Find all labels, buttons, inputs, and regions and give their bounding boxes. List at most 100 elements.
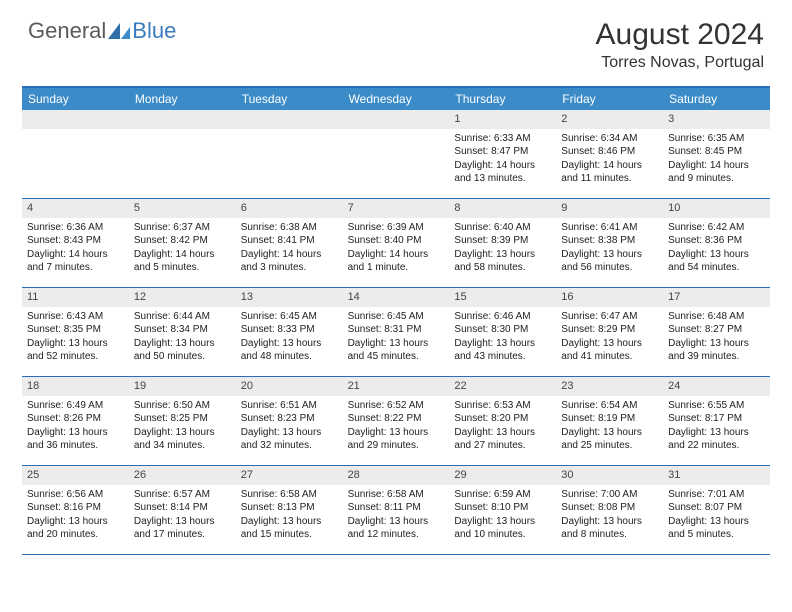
day-cell <box>129 110 236 198</box>
sunrise-text: Sunrise: 6:42 AM <box>668 221 765 235</box>
day-number: 26 <box>129 466 236 485</box>
sunset-text: Sunset: 8:40 PM <box>348 234 445 248</box>
daylight-line2: and 12 minutes. <box>348 528 445 542</box>
day-body: Sunrise: 6:56 AMSunset: 8:16 PMDaylight:… <box>22 485 129 547</box>
sunset-text: Sunset: 8:45 PM <box>668 145 765 159</box>
day-cell: 14Sunrise: 6:45 AMSunset: 8:31 PMDayligh… <box>343 288 450 376</box>
weekday-header: Saturday <box>663 88 770 110</box>
sunset-text: Sunset: 8:38 PM <box>561 234 658 248</box>
day-body: Sunrise: 6:38 AMSunset: 8:41 PMDaylight:… <box>236 218 343 280</box>
daylight-line2: and 32 minutes. <box>241 439 338 453</box>
logo-text-blue: Blue <box>132 18 176 44</box>
day-cell: 9Sunrise: 6:41 AMSunset: 8:38 PMDaylight… <box>556 199 663 287</box>
daylight-line2: and 1 minute. <box>348 261 445 275</box>
daylight-line1: Daylight: 13 hours <box>27 426 124 440</box>
daylight-line2: and 17 minutes. <box>134 528 231 542</box>
daylight-line2: and 11 minutes. <box>561 172 658 186</box>
day-number: 17 <box>663 288 770 307</box>
sunset-text: Sunset: 8:33 PM <box>241 323 338 337</box>
day-body: Sunrise: 6:53 AMSunset: 8:20 PMDaylight:… <box>449 396 556 458</box>
week-row: 4Sunrise: 6:36 AMSunset: 8:43 PMDaylight… <box>22 199 770 288</box>
day-body: Sunrise: 6:43 AMSunset: 8:35 PMDaylight:… <box>22 307 129 369</box>
sunrise-text: Sunrise: 6:45 AM <box>241 310 338 324</box>
sunrise-text: Sunrise: 6:44 AM <box>134 310 231 324</box>
sunset-text: Sunset: 8:16 PM <box>27 501 124 515</box>
sunset-text: Sunset: 8:25 PM <box>134 412 231 426</box>
day-cell: 26Sunrise: 6:57 AMSunset: 8:14 PMDayligh… <box>129 466 236 554</box>
day-number: 5 <box>129 199 236 218</box>
day-cell: 1Sunrise: 6:33 AMSunset: 8:47 PMDaylight… <box>449 110 556 198</box>
daylight-line1: Daylight: 13 hours <box>454 337 551 351</box>
day-cell <box>236 110 343 198</box>
day-number <box>22 110 129 129</box>
day-cell <box>22 110 129 198</box>
daylight-line1: Daylight: 13 hours <box>241 515 338 529</box>
day-cell: 20Sunrise: 6:51 AMSunset: 8:23 PMDayligh… <box>236 377 343 465</box>
day-body: Sunrise: 6:55 AMSunset: 8:17 PMDaylight:… <box>663 396 770 458</box>
sunset-text: Sunset: 8:29 PM <box>561 323 658 337</box>
sunrise-text: Sunrise: 6:35 AM <box>668 132 765 146</box>
sunset-text: Sunset: 8:19 PM <box>561 412 658 426</box>
sunrise-text: Sunrise: 6:55 AM <box>668 399 765 413</box>
sunset-text: Sunset: 8:07 PM <box>668 501 765 515</box>
day-cell: 27Sunrise: 6:58 AMSunset: 8:13 PMDayligh… <box>236 466 343 554</box>
day-number <box>236 110 343 129</box>
daylight-line1: Daylight: 13 hours <box>454 426 551 440</box>
weekday-header: Thursday <box>449 88 556 110</box>
sunrise-text: Sunrise: 6:50 AM <box>134 399 231 413</box>
sunrise-text: Sunrise: 6:58 AM <box>241 488 338 502</box>
daylight-line1: Daylight: 13 hours <box>134 337 231 351</box>
day-cell: 10Sunrise: 6:42 AMSunset: 8:36 PMDayligh… <box>663 199 770 287</box>
sunrise-text: Sunrise: 6:53 AM <box>454 399 551 413</box>
sunrise-text: Sunrise: 7:01 AM <box>668 488 765 502</box>
sunset-text: Sunset: 8:17 PM <box>668 412 765 426</box>
day-body: Sunrise: 6:35 AMSunset: 8:45 PMDaylight:… <box>663 129 770 191</box>
day-number: 25 <box>22 466 129 485</box>
day-body: Sunrise: 6:46 AMSunset: 8:30 PMDaylight:… <box>449 307 556 369</box>
daylight-line2: and 48 minutes. <box>241 350 338 364</box>
daylight-line1: Daylight: 13 hours <box>561 515 658 529</box>
day-body: Sunrise: 6:39 AMSunset: 8:40 PMDaylight:… <box>343 218 450 280</box>
logo-text-general: General <box>28 18 106 44</box>
day-cell: 17Sunrise: 6:48 AMSunset: 8:27 PMDayligh… <box>663 288 770 376</box>
day-body: Sunrise: 6:37 AMSunset: 8:42 PMDaylight:… <box>129 218 236 280</box>
day-body: Sunrise: 6:42 AMSunset: 8:36 PMDaylight:… <box>663 218 770 280</box>
daylight-line1: Daylight: 14 hours <box>668 159 765 173</box>
day-number: 7 <box>343 199 450 218</box>
day-number: 29 <box>449 466 556 485</box>
daylight-line1: Daylight: 13 hours <box>454 248 551 262</box>
sunrise-text: Sunrise: 6:54 AM <box>561 399 658 413</box>
day-cell: 30Sunrise: 7:00 AMSunset: 8:08 PMDayligh… <box>556 466 663 554</box>
day-body: Sunrise: 6:49 AMSunset: 8:26 PMDaylight:… <box>22 396 129 458</box>
day-body: Sunrise: 6:59 AMSunset: 8:10 PMDaylight:… <box>449 485 556 547</box>
day-number: 19 <box>129 377 236 396</box>
month-title: August 2024 <box>596 18 764 52</box>
sunrise-text: Sunrise: 6:47 AM <box>561 310 658 324</box>
sunset-text: Sunset: 8:08 PM <box>561 501 658 515</box>
daylight-line1: Daylight: 14 hours <box>134 248 231 262</box>
day-number <box>129 110 236 129</box>
day-number: 18 <box>22 377 129 396</box>
daylight-line2: and 25 minutes. <box>561 439 658 453</box>
daylight-line2: and 58 minutes. <box>454 261 551 275</box>
sunset-text: Sunset: 8:31 PM <box>348 323 445 337</box>
sunset-text: Sunset: 8:30 PM <box>454 323 551 337</box>
day-number: 24 <box>663 377 770 396</box>
sunset-text: Sunset: 8:10 PM <box>454 501 551 515</box>
sunrise-text: Sunrise: 6:46 AM <box>454 310 551 324</box>
day-body: Sunrise: 6:33 AMSunset: 8:47 PMDaylight:… <box>449 129 556 191</box>
daylight-line1: Daylight: 14 hours <box>348 248 445 262</box>
day-number: 22 <box>449 377 556 396</box>
day-cell: 2Sunrise: 6:34 AMSunset: 8:46 PMDaylight… <box>556 110 663 198</box>
daylight-line1: Daylight: 13 hours <box>348 426 445 440</box>
daylight-line1: Daylight: 14 hours <box>454 159 551 173</box>
daylight-line1: Daylight: 13 hours <box>348 515 445 529</box>
sunset-text: Sunset: 8:41 PM <box>241 234 338 248</box>
daylight-line2: and 8 minutes. <box>561 528 658 542</box>
sunrise-text: Sunrise: 6:56 AM <box>27 488 124 502</box>
sunset-text: Sunset: 8:23 PM <box>241 412 338 426</box>
week-row: 1Sunrise: 6:33 AMSunset: 8:47 PMDaylight… <box>22 110 770 199</box>
sunset-text: Sunset: 8:27 PM <box>668 323 765 337</box>
sunrise-text: Sunrise: 6:48 AM <box>668 310 765 324</box>
day-body: Sunrise: 7:01 AMSunset: 8:07 PMDaylight:… <box>663 485 770 547</box>
